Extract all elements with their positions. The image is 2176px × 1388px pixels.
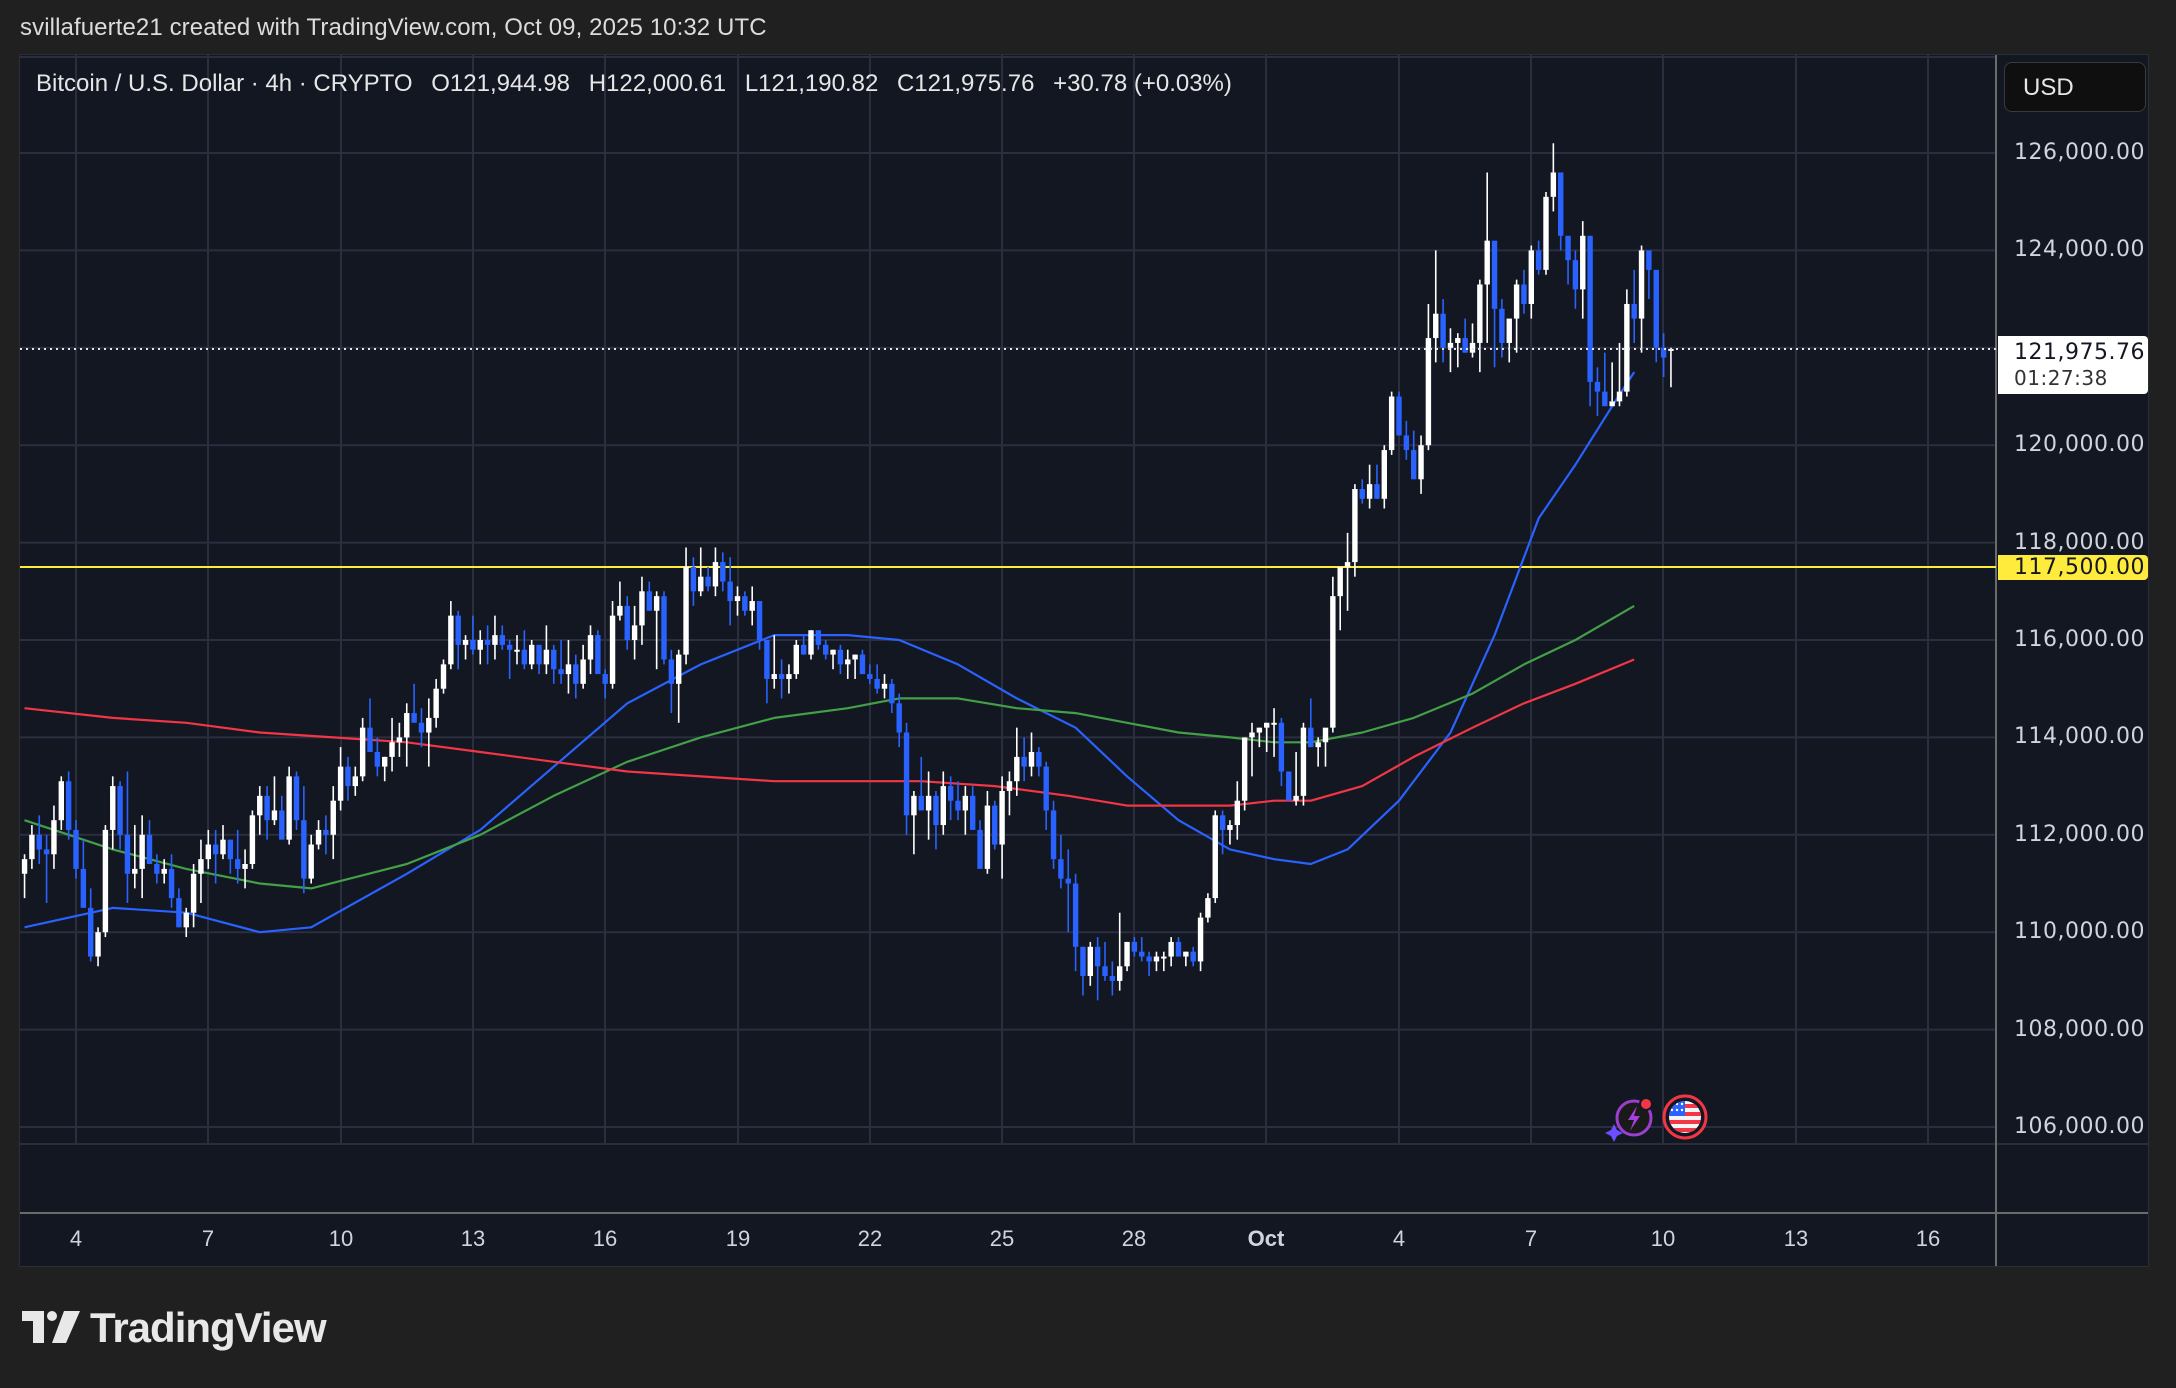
tradingview-logo-icon [22,1311,80,1343]
bar-countdown: 01:27:38 [2014,366,2108,390]
time-tick: Oct [1247,1226,1285,1251]
symbol-legend: Bitcoin / U.S. Dollar · 4h · CRYPTO O121… [36,70,1244,98]
time-tick: 13 [1783,1226,1809,1251]
chart-panel[interactable] [19,54,2149,1267]
price-tick: 118,000.00 [2014,529,2145,555]
time-tick: 19 [725,1226,751,1251]
time-tick: 10 [1650,1226,1676,1251]
price-tick: 106,000.00 [2014,1114,2145,1139]
symbol-title[interactable]: Bitcoin / U.S. Dollar · 4h · CRYPTO [36,70,413,97]
currency-button[interactable]: USD [2004,62,2146,112]
last-price-label: 121,975.76 01:27:38 [1998,336,2148,394]
ohlc-open: O121,944.98 [431,70,571,97]
price-tick: 108,000.00 [2014,1016,2145,1042]
tradingview-logo[interactable]: TradingView [22,1304,327,1352]
last-price-value: 121,975.76 [2014,340,2145,365]
price-tick: 120,000.00 [2014,432,2145,458]
time-tick: 25 [989,1226,1015,1251]
time-tick: 16 [592,1226,618,1251]
level-price-label: 117,500.00 [1998,555,2148,580]
ohlc-change: +30.78 (+0.03%) [1053,70,1232,97]
time-tick: 16 [1915,1226,1941,1251]
time-tick: 28 [1121,1226,1147,1251]
ohlc-low: L121,190.82 [744,70,879,97]
time-tick: 4 [69,1226,83,1251]
price-tick: 126,000.00 [2014,140,2145,165]
price-tick: 112,000.00 [2014,821,2145,847]
lightning-assistant-icon[interactable] [1604,1094,1653,1142]
time-tick: 13 [460,1226,486,1251]
tradingview-wordmark: TradingView [90,1304,327,1351]
price-tick: 116,000.00 [2014,627,2145,652]
ohlc-close: C121,975.76 [896,70,1035,97]
price-tick: 114,000.00 [2014,724,2145,750]
time-tick: 22 [857,1226,883,1251]
us-flag-events-icon[interactable] [1662,1094,1708,1140]
time-tick: 4 [1392,1226,1406,1251]
time-tick: 7 [1524,1226,1538,1251]
time-tick: 10 [328,1226,354,1251]
price-tick: 124,000.00 [2014,237,2145,263]
ohlc-high: H122,000.61 [588,70,727,97]
price-tick: 110,000.00 [2014,919,2145,945]
chart-credit: svillafuerte21 created with TradingView.… [20,14,767,41]
time-tick: 7 [201,1226,215,1251]
